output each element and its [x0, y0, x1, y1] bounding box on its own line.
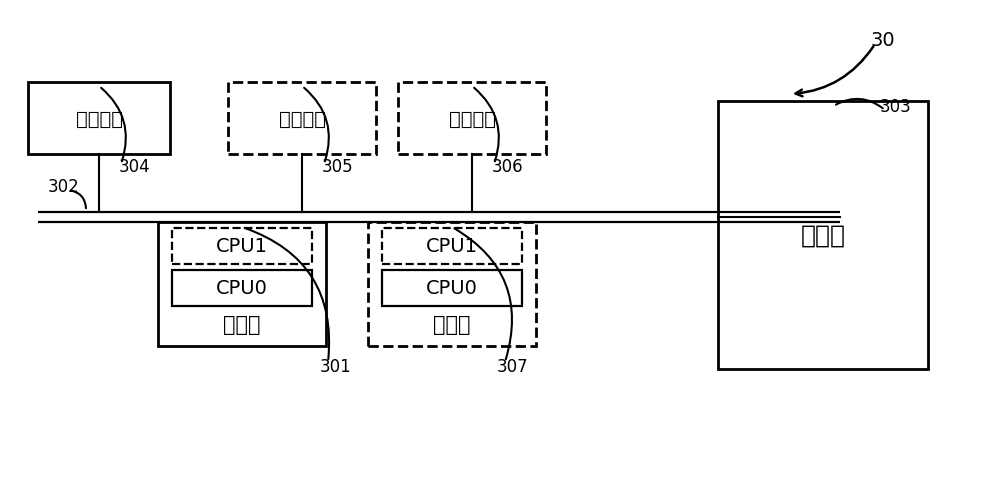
Bar: [382, 271, 522, 306]
Bar: [398, 83, 546, 155]
Text: 302: 302: [48, 178, 80, 196]
Bar: [172, 271, 312, 306]
Bar: [158, 223, 326, 346]
Bar: [228, 83, 376, 155]
Text: 通信接口: 通信接口: [76, 109, 123, 128]
Bar: [172, 228, 312, 264]
Bar: [368, 223, 536, 346]
Bar: [382, 228, 522, 264]
Bar: [718, 102, 928, 369]
Text: 输出设备: 输出设备: [279, 109, 326, 128]
Text: CPU1: CPU1: [426, 237, 478, 256]
Text: CPU0: CPU0: [216, 279, 268, 298]
Text: 30: 30: [870, 30, 895, 49]
Text: 存储器: 存储器: [800, 224, 846, 247]
Text: 处理器: 处理器: [433, 314, 471, 334]
Bar: [28, 83, 170, 155]
Text: 307: 307: [497, 357, 529, 375]
Text: 306: 306: [492, 158, 524, 176]
Text: CPU0: CPU0: [426, 279, 478, 298]
Text: 305: 305: [322, 158, 354, 176]
Text: 输入设备: 输入设备: [449, 109, 496, 128]
Text: 301: 301: [320, 357, 352, 375]
Text: CPU1: CPU1: [216, 237, 268, 256]
Text: 303: 303: [880, 98, 912, 116]
Text: 304: 304: [119, 158, 151, 176]
Text: 处理器: 处理器: [223, 314, 261, 334]
